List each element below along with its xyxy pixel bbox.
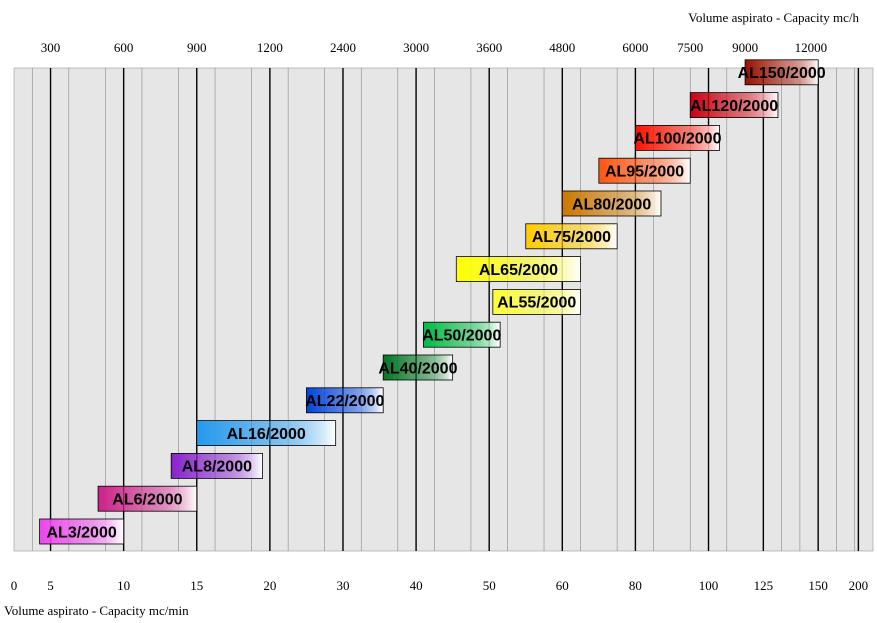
bottom-tick-labels: 0 5 10 15 20 30 40 50 60 80 100 125 150 200 — [11, 578, 868, 593]
bar — [561, 190, 662, 217]
bottom-tick-label: 30 — [336, 578, 349, 593]
bar — [97, 485, 198, 512]
bar-label: AL75/2000 — [532, 229, 611, 246]
bar-label: AL80/2000 — [572, 196, 651, 213]
bottom-tick-label: 100 — [699, 578, 719, 593]
plot-background — [13, 67, 874, 552]
top-tick-label: 1200 — [257, 40, 283, 55]
bar — [170, 452, 263, 479]
top-tick-label: 3000 — [403, 40, 429, 55]
top-tick-label: 3600 — [476, 40, 502, 55]
bottom-tick-label: 40 — [410, 578, 423, 593]
bar-label: AL3/2000 — [46, 524, 116, 541]
top-tick-label: 7500 — [677, 40, 703, 55]
bar — [598, 157, 691, 184]
bottom-tick-label: 50 — [483, 578, 496, 593]
bar-label: AL150/2000 — [738, 65, 826, 82]
bar-label: AL95/2000 — [605, 163, 684, 180]
top-tick-label: 900 — [187, 40, 207, 55]
bar-label: AL16/2000 — [227, 426, 306, 443]
bar-label: AL65/2000 — [479, 262, 558, 279]
bottom-tick-label: 80 — [629, 578, 642, 593]
bottom-tick-label: 0 — [11, 578, 18, 593]
bar-label: AL8/2000 — [182, 459, 252, 476]
bar-label: AL120/2000 — [690, 98, 778, 115]
bar-label: AL6/2000 — [112, 491, 182, 508]
bar — [196, 420, 337, 447]
top-tick-label: 12000 — [795, 40, 828, 55]
bar-label: AL50/2000 — [422, 327, 501, 344]
bottom-tick-label: 15 — [190, 578, 203, 593]
bar — [306, 387, 384, 414]
bar — [382, 354, 454, 381]
top-tick-label: 4800 — [549, 40, 575, 55]
bottom-axis-title: Volume aspirato - Capacity mc/min — [4, 603, 189, 618]
bar — [455, 256, 581, 283]
bottom-tick-label: 60 — [556, 578, 569, 593]
top-tick-label: 600 — [114, 40, 134, 55]
top-tick-labels: 300 600 900 1200 2400 3000 3600 4800 6000 7500 900… — [41, 40, 827, 55]
bar — [492, 288, 581, 315]
top-tick-label: 300 — [41, 40, 61, 55]
bottom-tick-label: 20 — [263, 578, 276, 593]
bar — [689, 92, 779, 118]
bottom-tick-label: 10 — [117, 578, 130, 593]
bottom-tick-label: 150 — [808, 578, 828, 593]
plot-area — [13, 67, 874, 552]
bar-label: AL40/2000 — [378, 360, 457, 377]
bar — [744, 59, 819, 86]
bar — [39, 518, 125, 545]
bar-label: AL22/2000 — [305, 393, 384, 410]
bar — [635, 125, 720, 151]
bottom-tick-label: 200 — [849, 578, 869, 593]
bar — [525, 223, 618, 250]
bar-label: AL100/2000 — [633, 131, 721, 148]
top-axis-title: Volume aspirato - Capacity mc/h — [688, 10, 859, 25]
top-tick-label: 6000 — [622, 40, 648, 55]
bar-label: AL55/2000 — [497, 295, 576, 312]
top-tick-label: 9000 — [732, 40, 758, 55]
top-tick-label: 2400 — [330, 40, 356, 55]
bottom-tick-label: 125 — [754, 578, 774, 593]
bar — [422, 321, 501, 348]
bottom-tick-label: 5 — [47, 578, 54, 593]
